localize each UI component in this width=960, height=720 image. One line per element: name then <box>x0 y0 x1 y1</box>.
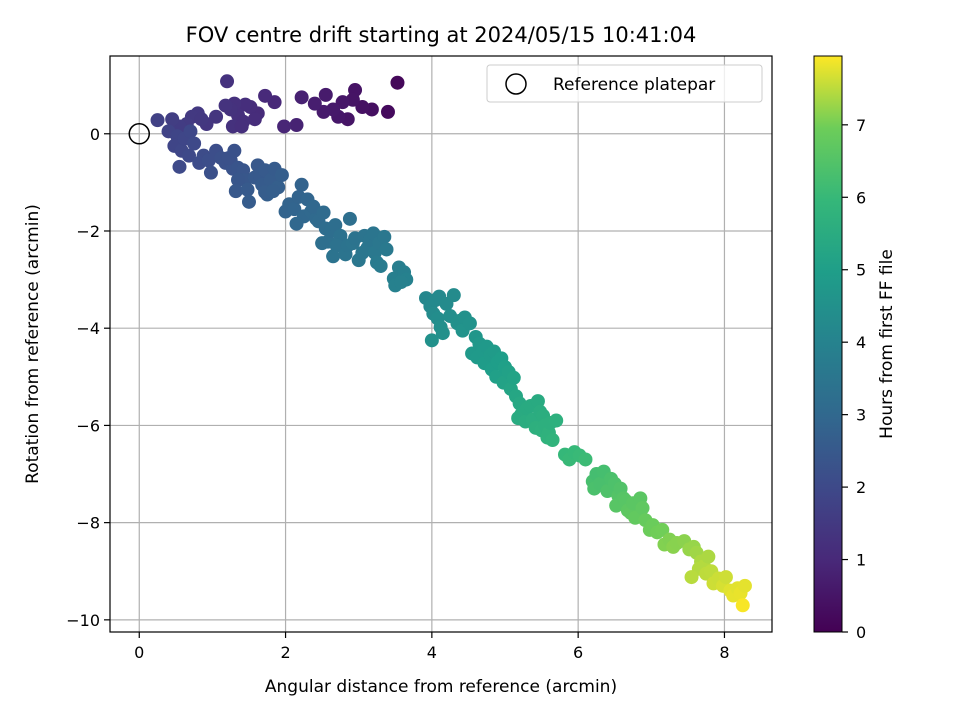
data-point <box>240 182 255 197</box>
data-point <box>289 216 304 231</box>
data-point <box>545 433 560 447</box>
colorbar-gradient <box>813 55 843 633</box>
data-point <box>655 522 670 537</box>
data-point <box>506 370 521 385</box>
data-point <box>318 87 333 102</box>
data-point <box>316 205 331 220</box>
colorbar-ticks: 0 1 2 3 4 5 6 7 <box>842 116 866 642</box>
x-tick-label: 0 <box>134 643 144 662</box>
data-point <box>684 570 699 585</box>
data-point <box>241 194 256 209</box>
y-tick-label: −8 <box>76 514 100 533</box>
data-point <box>377 229 392 244</box>
data-point <box>231 172 246 187</box>
data-point <box>227 143 242 158</box>
x-tick-label: 4 <box>427 643 437 662</box>
data-point <box>194 112 209 127</box>
data-point <box>635 501 650 516</box>
colorbar-tick-label: 3 <box>856 406 866 425</box>
data-point <box>274 168 289 183</box>
x-tick-label: 8 <box>719 643 729 662</box>
colorbar: 0 1 2 3 4 5 6 7 Hours from first FF file <box>813 55 897 642</box>
x-tick-label: 6 <box>573 643 583 662</box>
data-point <box>394 275 409 290</box>
data-point <box>172 159 187 174</box>
legend-marker <box>505 73 527 95</box>
data-point <box>150 113 165 128</box>
data-point <box>165 112 180 127</box>
data-point <box>335 95 350 110</box>
data-point <box>390 75 405 90</box>
colorbar-tick-label: 1 <box>856 551 866 570</box>
y-tick-label: 0 <box>90 125 100 144</box>
data-point <box>530 394 545 409</box>
colorbar-tick-label: 6 <box>856 188 866 207</box>
colorbar-tick-label: 7 <box>856 116 866 135</box>
y-tick-label: −4 <box>76 319 100 338</box>
data-point <box>373 258 388 273</box>
x-axis: 0 2 4 6 8 <box>134 632 730 662</box>
reference-point-marker <box>128 123 151 145</box>
data-point <box>328 218 343 233</box>
data-point <box>462 316 477 331</box>
data-point <box>294 90 309 105</box>
data-point <box>307 96 322 111</box>
x-axis-label: Angular distance from reference (arcmin) <box>265 677 617 697</box>
legend: Reference platepar <box>486 64 763 103</box>
x-tick-label: 2 <box>280 643 290 662</box>
y-tick-label: −2 <box>76 222 100 241</box>
data-point <box>234 119 249 134</box>
data-point <box>316 104 331 119</box>
data-point <box>342 211 357 226</box>
data-point <box>203 165 218 180</box>
colorbar-tick-label: 4 <box>856 333 866 352</box>
data-point <box>182 148 197 163</box>
colorbar-label: Hours from first FF file <box>877 249 897 439</box>
legend-box <box>486 64 763 103</box>
data-point <box>379 242 394 257</box>
plot-frame <box>109 55 773 633</box>
data-point <box>187 136 202 151</box>
data-point <box>220 74 235 89</box>
y-axis: −10 −8 −6 −4 −2 0 <box>66 125 110 630</box>
data-point <box>289 118 304 133</box>
colorbar-tick-label: 5 <box>856 261 866 280</box>
data-point <box>266 184 281 199</box>
data-point <box>306 199 321 214</box>
data-point <box>209 109 224 124</box>
chart-title: FOV centre drift starting at 2024/05/15 … <box>186 23 697 47</box>
colorbar-tick-label: 0 <box>856 623 866 642</box>
colorbar-tick-label: 2 <box>856 478 866 497</box>
data-point <box>329 238 344 253</box>
data-point <box>355 100 370 115</box>
data-point <box>218 98 233 113</box>
data-point <box>549 413 564 428</box>
data-point <box>258 88 273 103</box>
data-point <box>326 249 341 264</box>
data-point <box>718 570 733 585</box>
data-points <box>150 74 752 613</box>
data-point <box>201 153 216 168</box>
legend-label: Reference platepar <box>553 75 715 95</box>
data-point <box>183 124 198 139</box>
y-axis-label: Rotation from reference (arcmin) <box>23 204 43 484</box>
data-point <box>446 288 461 303</box>
data-point <box>435 326 450 341</box>
y-tick-label: −10 <box>66 611 100 630</box>
data-point <box>424 333 439 348</box>
data-point <box>578 452 593 467</box>
data-point <box>735 598 750 613</box>
data-point <box>277 119 292 134</box>
data-point <box>238 97 253 112</box>
data-point <box>287 202 302 217</box>
data-point <box>247 112 262 127</box>
data-point <box>294 177 309 192</box>
data-point <box>315 236 330 251</box>
data-point <box>737 578 752 593</box>
data-point <box>701 549 716 564</box>
data-point <box>228 184 243 199</box>
data-point <box>380 104 395 119</box>
y-tick-label: −6 <box>76 416 100 435</box>
